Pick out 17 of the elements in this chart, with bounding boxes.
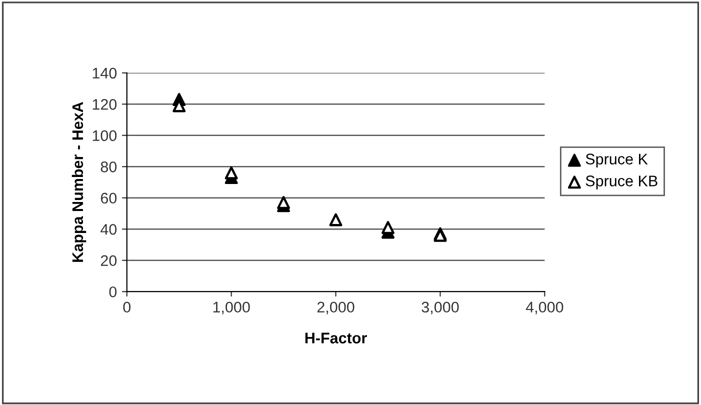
x-tick-label: 0	[123, 302, 131, 313]
x-tick-label: 3,000	[422, 302, 459, 314]
y-tick-label: 100	[92, 130, 117, 142]
x-tick-label: 1,000	[213, 302, 250, 314]
x-tick-label: 4,000	[526, 302, 564, 314]
x-axis-title: H-Factor	[305, 332, 367, 344]
y-tick-label: 80	[100, 161, 117, 172]
legend-label: Spruce KB	[586, 176, 658, 190]
y-tick-label: 40	[100, 224, 117, 235]
legend-label: Spruce K	[586, 154, 648, 168]
y-axis-title: Kappa Number - HexA	[72, 102, 86, 262]
y-tick-label: 20	[100, 255, 117, 266]
y-tick-label: 120	[92, 99, 117, 110]
y-tick-label: 140	[92, 68, 117, 79]
y-tick-label: 60	[100, 192, 117, 204]
x-tick-label: 2,000	[317, 302, 354, 314]
y-tick-label: 0	[109, 286, 117, 298]
